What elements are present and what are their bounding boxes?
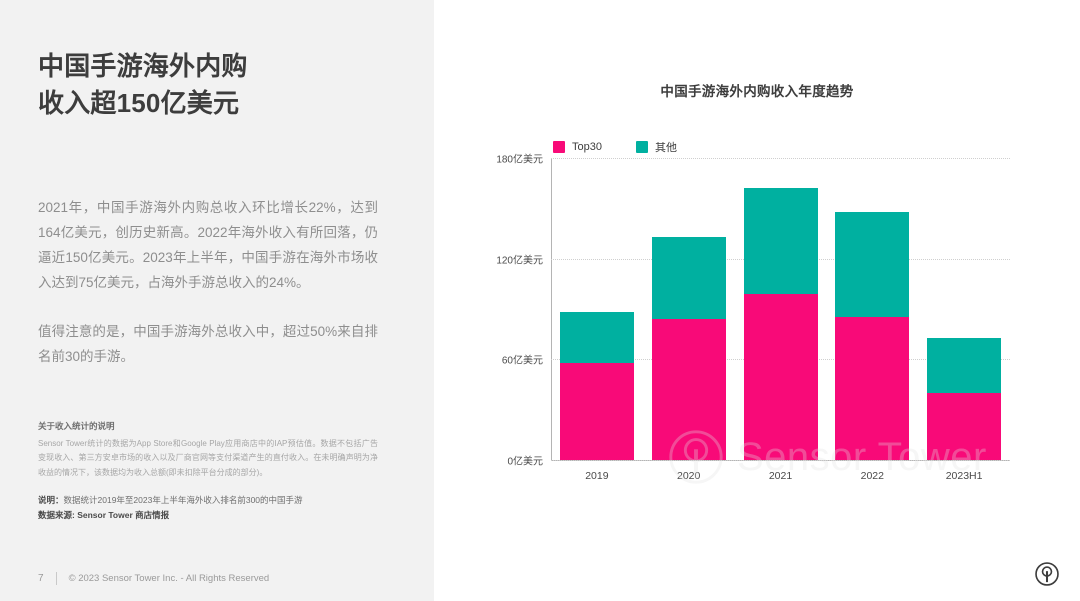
left-content-panel: 中国手游海外内购 收入超150亿美元 2021年，中国手游海外内购总收入环比增长… — [0, 0, 434, 601]
notes-heading: 关于收入统计的说明 — [38, 421, 115, 431]
y-tick-label: 180亿美元 — [496, 154, 543, 166]
x-tick-label-2020: 2020 — [677, 470, 701, 482]
legend-swatch-icon — [553, 141, 565, 153]
notes-description-value: 数据统计2019年至2023年上半年海外收入排名前300的中国手游 — [63, 494, 303, 505]
chart-plot-area: 0亿美元 60亿美元 120亿美元 180亿美元 2019 2020 2021 2022 20… — [496, 155, 1010, 484]
bar-group-2020[interactable] — [651, 236, 726, 460]
bar-segment-other-2019[interactable] — [559, 312, 634, 363]
y-tick-label: 0亿美元 — [507, 456, 543, 468]
y-tick-label: 60亿美元 — [501, 355, 543, 367]
x-tick-label-2019: 2019 — [585, 470, 609, 482]
page-title: 中国手游海外内购 收入超150亿美元 — [38, 51, 248, 118]
bar-segment-other-2020[interactable] — [651, 236, 726, 320]
body-paragraph-2: 值得注意的是，中国手游海外总收入中，超过50%来自排名前30的手游。 — [38, 324, 378, 364]
notes-description-label: 说明： — [38, 494, 64, 505]
legend-item-2[interactable]: 其他 — [635, 139, 677, 155]
chart-panel: 中国手游海外内购收入年度趋势 Top30 其他 0亿美元 60亿美元 120亿美元 18… — [434, 0, 1080, 601]
bar-group-2019[interactable] — [559, 312, 634, 460]
bars-layer — [551, 158, 1010, 460]
notes-description: 说明：数据统计2019年至2023年上半年海外收入排名前300的中国手游 — [38, 493, 378, 508]
bar-segment-top30-2022[interactable] — [835, 317, 910, 460]
bar-segment-other-2021[interactable] — [743, 188, 818, 294]
legend-item-1[interactable]: Top30 — [553, 141, 602, 153]
gridline — [551, 158, 1010, 159]
bar-segment-other-2022[interactable] — [835, 211, 910, 318]
bar-segment-top30-2020[interactable] — [651, 319, 726, 460]
legend-label: 其他 — [654, 142, 677, 154]
bar-group-2022[interactable] — [835, 211, 910, 460]
body-paragraph-1: 2021年，中国手游海外内购总收入环比增长22%，达到164亿美元，创历史新高。… — [38, 200, 378, 290]
x-tick-label-2022: 2022 — [860, 470, 884, 482]
chart-legend: Top30 其他 — [553, 139, 677, 155]
x-tick-label-2021: 2021 — [768, 470, 793, 482]
notes-source: 数据来源: Sensor Tower 商店情报 — [38, 509, 170, 520]
copyright-text: © 2023 Sensor Tower Inc. - All Rights Re… — [68, 573, 270, 584]
bar-group-2023H1[interactable] — [927, 337, 1002, 460]
footer-divider — [55, 572, 57, 585]
bar-group-2021[interactable] — [743, 188, 818, 460]
legend-label: Top30 — [572, 141, 602, 153]
y-tick-label: 120亿美元 — [496, 255, 543, 267]
notes-block: 关于收入统计的说明 Sensor Tower统计的数据为App Store和Go… — [38, 420, 378, 523]
legend-swatch-icon — [635, 141, 648, 153]
x-tick-label-2023H1: 2023H1 — [945, 470, 983, 482]
chart-title: 中国手游海外内购收入年度趋势 — [660, 84, 854, 99]
page-number: 7 — [38, 573, 44, 584]
gridline — [551, 460, 1010, 461]
bar-segment-top30-2023H1[interactable] — [927, 392, 1002, 460]
bar-segment-other-2023H1[interactable] — [927, 337, 1002, 393]
bar-segment-top30-2021[interactable] — [743, 293, 818, 460]
notes-body: Sensor Tower统计的数据为App Store和Google Play应… — [38, 438, 378, 478]
footer: 7 © 2023 Sensor Tower Inc. - All Rights … — [38, 572, 269, 585]
y-axis-line — [551, 158, 552, 460]
bar-segment-top30-2019[interactable] — [559, 362, 634, 460]
sensor-tower-logo-icon — [1035, 562, 1059, 586]
